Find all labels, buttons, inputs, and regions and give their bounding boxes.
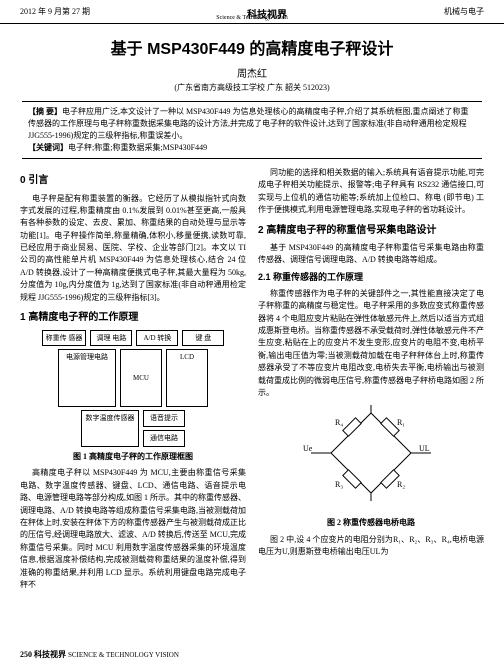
fig1-lcd-box: LCD bbox=[166, 349, 208, 407]
abstract-box: 【摘 要】电子秤应用广泛,本文设计了一种以 MSP430F449 为信息处理核心… bbox=[22, 101, 482, 159]
fig2-r3-label: R₃ bbox=[335, 480, 343, 489]
section-0-heading: 0 引言 bbox=[20, 173, 246, 189]
footer-journal: 科技视界 bbox=[34, 650, 66, 659]
abstract-text: 电子秤应用广泛,本文设计了一种以 MSP430F449 为信息处理核心的高精度电… bbox=[28, 107, 468, 140]
section-1-para-cont: 同功能的选择和相关数据的输入;系统具有语音提示功能,可完成电子秤相关功能提示、报… bbox=[258, 167, 484, 217]
abstract-label: 【摘 要】 bbox=[28, 107, 62, 116]
fig2-ul-label: UL bbox=[419, 444, 430, 453]
fig1-adc-box: A/D 转换 bbox=[136, 330, 178, 347]
section-2-para-1: 基于 MSP430F449 的高精度电子秤称重信号采集电路由称重传感器、调理信号… bbox=[258, 242, 484, 267]
page-footer: 250 科技视界 SCIENCE & TECHNOLOGY VISION bbox=[20, 649, 179, 660]
fig1-mcu-box: MCU bbox=[120, 349, 162, 407]
fig1-serial-box: 通信电路 bbox=[143, 430, 185, 447]
figure-2-caption: 图 2 称重传感器电桥电路 bbox=[258, 517, 484, 529]
paper-author: 周杰红 bbox=[0, 65, 504, 80]
section-1-para: 高精度电子秤以 MSP430F449 为 MCU,主要由称重信号采集电路、数字温… bbox=[20, 467, 246, 591]
figure-1-caption: 图 1 高精度电子秤的工作原理框图 bbox=[20, 451, 246, 463]
section-2-1-heading: 2.1 称重传感器的工作原理 bbox=[258, 271, 484, 285]
left-column: 0 引言 电子秤是配有称重装置的衡器。它经历了从模拟指针式向数字式发展的过程,称… bbox=[20, 167, 246, 593]
paper-affiliation: (广东省南方高级技工学校 广东 韶关 512023) bbox=[0, 82, 504, 93]
fig2-r4-label: R₄ bbox=[335, 418, 343, 427]
section-2-para-2: 称重传感器作为电子秤的关键部件之一,其性能直接决定了电子秤称重的高精度与稳定性。… bbox=[258, 288, 484, 400]
section-1-heading: 1 高精度电子秤的工作原理 bbox=[20, 310, 246, 326]
figure-2-bridge: R₁ R₂ R₃ R₄ Ue UL bbox=[301, 403, 441, 513]
section-2-para-3: 图 2 中,设 4 个应变片的电阻分别为R₁、R₂、R₃、R₄,电桥电源电压为U… bbox=[258, 534, 484, 559]
fig1-temp-box: 数字温度传感器 bbox=[81, 410, 139, 447]
fig1-kb-box: 键 盘 bbox=[182, 330, 224, 347]
header-left: 2012 年 9 月第 27 期 bbox=[20, 6, 90, 21]
figure-1-diagram: 称重传 感器 调理 电路 A/D 转换 键 盘 电源管理电路 MCU LCD 数… bbox=[33, 330, 233, 448]
fig1-power-box: 电源管理电路 bbox=[58, 349, 116, 407]
footer-en: SCIENCE & TECHNOLOGY VISION bbox=[68, 651, 179, 659]
header-right: 机械与电子 bbox=[444, 6, 484, 21]
fig1-cond-box: 调理 电路 bbox=[90, 330, 132, 347]
fig2-ue-label: Ue bbox=[303, 444, 313, 453]
paper-title: 基于 MSP430F449 的高精度电子秤设计 bbox=[0, 35, 504, 59]
keywords-label: 【关键词】 bbox=[28, 143, 68, 152]
keywords-text: 电子秤;称重;称重数据采集;MSP430F449 bbox=[68, 143, 207, 152]
section-0-para: 电子秤是配有称重装置的衡器。它经历了从模拟指针式向数字式发展的过程,称重精度由 … bbox=[20, 193, 246, 305]
section-2-heading: 2 高精度电子秤的称重信号采集电路设计 bbox=[258, 223, 484, 239]
fig1-sensor-box: 称重传 感器 bbox=[42, 330, 87, 347]
fig2-r1-label: R₁ bbox=[397, 418, 405, 427]
footer-page: 250 bbox=[20, 650, 32, 659]
body-columns: 0 引言 电子秤是配有称重装置的衡器。它经历了从模拟指针式向数字式发展的过程,称… bbox=[0, 167, 504, 593]
right-column: 同功能的选择和相关数据的输入;系统具有语音提示功能,可完成电子秤相关功能提示、报… bbox=[258, 167, 484, 593]
fig2-r2-label: R₂ bbox=[397, 480, 405, 489]
fig1-comm-box: 语音提示 bbox=[143, 410, 185, 427]
